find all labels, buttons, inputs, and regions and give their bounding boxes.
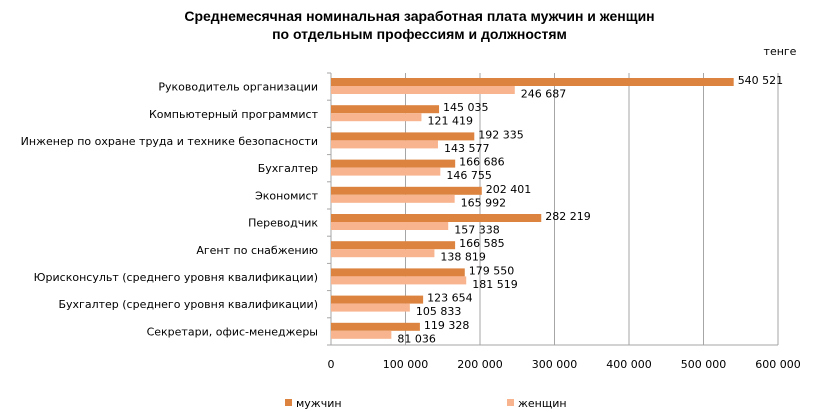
data-label-women: 246 687 xyxy=(521,88,567,101)
category-label: Переводчик xyxy=(248,217,318,230)
data-label-men: 123 654 xyxy=(427,292,473,305)
bar-women xyxy=(331,303,410,312)
data-label-women: 165 992 xyxy=(461,196,507,209)
x-tick-label: 300 000 xyxy=(532,358,578,371)
bar-men xyxy=(331,295,424,304)
data-label-men: 202 401 xyxy=(486,183,532,196)
data-label-women: 181 519 xyxy=(472,278,518,291)
bar-men xyxy=(331,78,734,86)
bar-women xyxy=(331,167,441,176)
legend-label: женщин xyxy=(518,397,567,410)
x-tick-label: 400 000 xyxy=(606,358,652,371)
category-label: Экономист xyxy=(255,189,318,202)
data-label-men: 282 219 xyxy=(545,210,591,223)
data-label-men: 540 521 xyxy=(738,74,784,87)
bar-women xyxy=(331,249,435,258)
category-label: Компьютерный программист xyxy=(149,108,319,121)
data-label-women: 157 338 xyxy=(454,224,500,237)
legend-label: мужчин xyxy=(296,397,342,410)
bar-women xyxy=(331,113,422,122)
chart-title-line2: по отдельным профессиям и должностям xyxy=(272,26,567,42)
x-tick-label: 500 000 xyxy=(681,358,727,371)
category-label: Юрисконсульт (среднего уровня квалификац… xyxy=(34,271,318,284)
bar-women xyxy=(331,276,467,285)
category-label: Бухгалтер (среднего уровня квалификации) xyxy=(58,298,318,311)
data-label-women: 143 577 xyxy=(444,142,490,155)
bar-men xyxy=(331,159,456,168)
legend-swatch xyxy=(507,399,514,406)
category-label: Инженер по охране труда и технике безопа… xyxy=(21,135,318,148)
data-label-men: 166 585 xyxy=(459,237,505,250)
bar-men xyxy=(331,322,420,331)
bar-men xyxy=(331,105,440,114)
legend-swatch xyxy=(285,399,292,406)
data-label-women: 138 819 xyxy=(440,251,486,264)
chart-title-line1: Среднемесячная номинальная заработная пл… xyxy=(184,8,655,24)
x-tick-label: 600 000 xyxy=(755,358,801,371)
data-label-men: 166 686 xyxy=(459,156,505,169)
bar-men xyxy=(331,132,475,141)
bar-women xyxy=(331,330,392,339)
bar-men xyxy=(331,268,465,277)
bar-women xyxy=(331,86,515,94)
data-label-women: 105 833 xyxy=(416,305,462,318)
data-label-men: 179 550 xyxy=(469,264,515,277)
bar-men xyxy=(331,241,456,250)
x-tick-label: 0 xyxy=(328,358,335,371)
data-label-men: 192 335 xyxy=(478,128,523,141)
data-label-men: 145 035 xyxy=(443,101,489,114)
data-label-women: 146 755 xyxy=(446,169,492,182)
bar-women xyxy=(331,222,449,230)
unit-label: тенге xyxy=(764,45,797,58)
category-label: Агент по снабжению xyxy=(196,244,318,257)
category-label: Бухгалтер xyxy=(258,162,318,175)
bar-women xyxy=(331,194,455,203)
data-label-men: 119 328 xyxy=(424,319,470,332)
x-tick-label: 200 000 xyxy=(457,358,503,371)
category-label: Секретари, офис-менеджеры xyxy=(147,325,318,338)
data-label-women: 81 036 xyxy=(397,332,436,345)
category-label: Руководитель организации xyxy=(158,81,318,94)
bar-men xyxy=(331,186,482,195)
bar-women xyxy=(331,140,438,149)
x-tick-label: 100 000 xyxy=(383,358,429,371)
bar-men xyxy=(331,214,542,222)
data-label-women: 121 419 xyxy=(427,115,473,128)
